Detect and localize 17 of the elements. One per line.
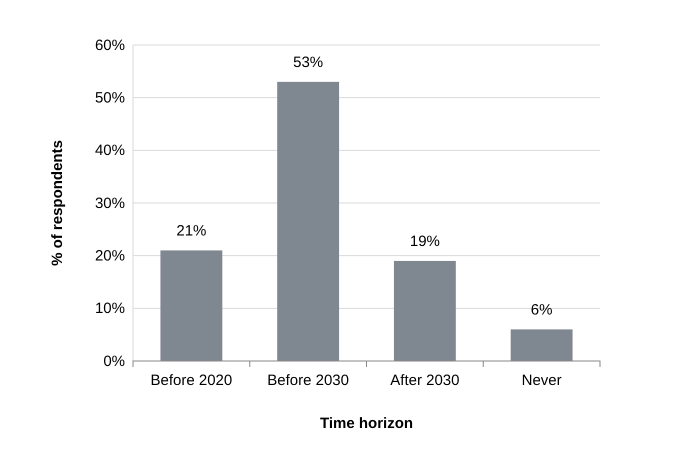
x-tick-label: After 2030 (390, 372, 460, 389)
x-tick-label: Before 2020 (150, 372, 232, 389)
x-axis-title: Time horizon (320, 415, 414, 432)
y-tick-label: 30% (94, 194, 125, 212)
y-tick-label: 10% (94, 300, 125, 318)
y-tick-label: 50% (94, 89, 125, 106)
data-label: 21% (176, 222, 206, 240)
x-tick-label: Before 2030 (267, 372, 349, 389)
y-tick-label: 20% (94, 247, 125, 264)
y-tick-label: 40% (94, 142, 125, 160)
data-label: 53% (293, 54, 324, 71)
x-tick-label: Never (522, 372, 562, 389)
data-label: 6% (530, 301, 552, 318)
y-tick-label: 60% (94, 36, 125, 54)
y-axis-title: % of respondents (49, 140, 66, 266)
y-tick-label: 0% (103, 352, 125, 370)
data-label: 19% (410, 232, 440, 250)
